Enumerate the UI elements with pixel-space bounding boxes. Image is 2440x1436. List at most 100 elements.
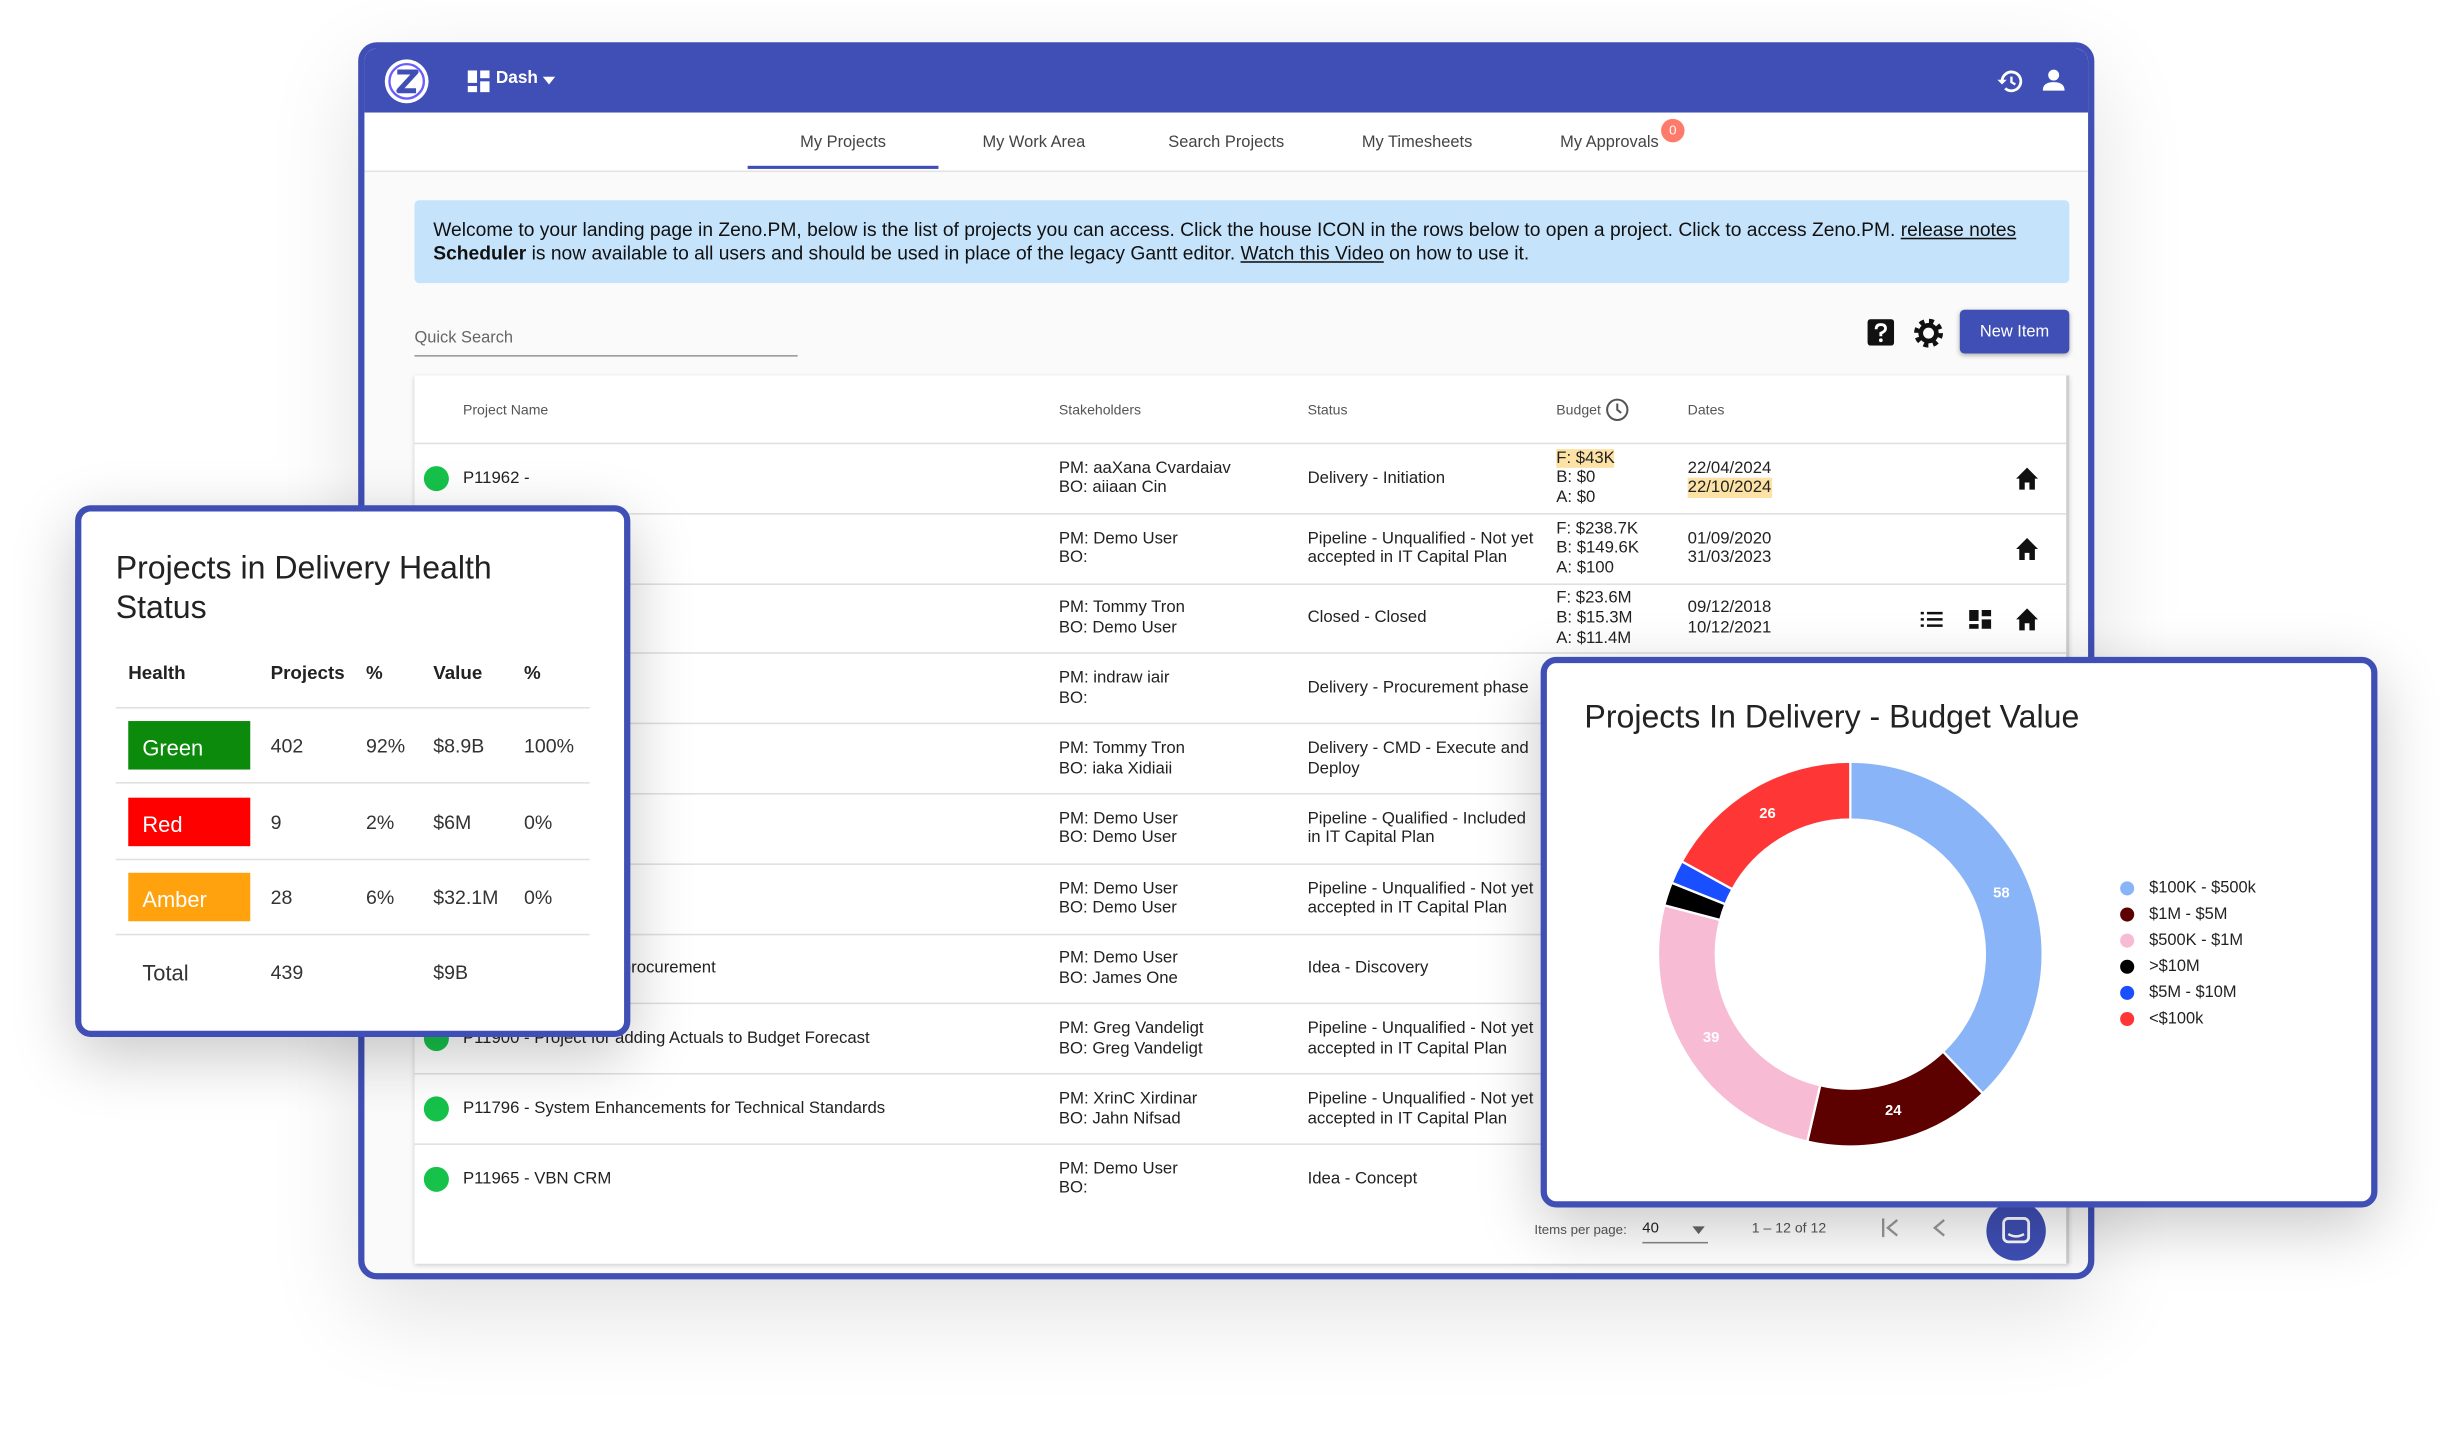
table-row: P11965 - VBN CRM PM: Demo User BO: Idea - C… — [414, 1145, 2066, 1194]
video-link[interactable]: Watch this Video — [1240, 242, 1384, 265]
cell: 6% — [365, 886, 395, 909]
cell: $32.1M — [433, 886, 499, 909]
cell-dat: 22/04/2024 22/10/2024 — [1687, 458, 1772, 499]
column-header: Value — [433, 661, 483, 684]
column-header: Dates — [1687, 401, 1725, 418]
cell-stk: PM: Greg Vandeligt BO: Greg Vandeligt — [1059, 1019, 1204, 1058]
legend-label: <$100k — [2149, 1009, 2204, 1027]
cell: $8.9B — [433, 735, 485, 758]
cell-stk: PM: Demo User BO: James One — [1059, 949, 1178, 988]
history-icon[interactable] — [1997, 69, 2023, 94]
health-card: Projects in Delivery Health Status Healt… — [75, 505, 631, 1037]
home-icon[interactable] — [2015, 536, 2040, 561]
banner-text: is now available to all users and should… — [531, 242, 1236, 265]
status: Closed - Closed — [1307, 608, 1427, 628]
banner-line: Scheduler is now available to all users … — [433, 242, 2050, 265]
quick-search[interactable]: Quick Search — [414, 328, 514, 348]
cell-line: F: $23.6M — [1556, 589, 1632, 608]
project-name: P11965 - VBN CRM — [462, 1169, 612, 1189]
tab[interactable]: My Timesheets — [1361, 132, 1473, 152]
slice-label: 26 — [1759, 806, 1776, 822]
status: Pipeline - Qualified - Included in IT Ca… — [1307, 809, 1526, 848]
new-item-button[interactable]: New Item — [1959, 309, 2070, 354]
dashboard-icon[interactable] — [1968, 606, 1993, 631]
cell: 92% — [365, 735, 406, 758]
column-header: Status — [1307, 401, 1348, 418]
tab[interactable]: My Projects — [800, 132, 886, 152]
cell-line: BO: aiiaan Cin — [1058, 478, 1167, 498]
row-separator — [115, 857, 590, 860]
cell-line: A: $100 — [1556, 558, 1614, 578]
cell-stk: PM: XrinC Xirdinar BO: Jahn Nifsad — [1059, 1089, 1197, 1128]
tab-underline — [747, 165, 939, 169]
column-header: Projects — [270, 661, 345, 684]
cell-stk: PM: Demo User BO: — [1059, 529, 1178, 568]
cell-line: A: $0 — [1556, 488, 1596, 508]
cell-line: PM: Demo User — [1058, 879, 1178, 898]
status: Delivery - Procurement phase — [1307, 678, 1529, 698]
cell: $6M — [433, 810, 472, 833]
column-header: % — [523, 661, 541, 684]
settings-icon[interactable] — [1913, 318, 1944, 349]
tab[interactable]: My Work Area — [982, 132, 1086, 152]
header-separator — [115, 706, 590, 709]
cell: 0% — [523, 810, 553, 833]
cell-line: PM: Demo User — [1058, 809, 1178, 828]
page-range: 1 – 12 of 12 — [1751, 1219, 1827, 1236]
select-underline — [1642, 1241, 1708, 1244]
home-icon[interactable] — [2015, 606, 2040, 631]
home-icon[interactable] — [2015, 466, 2040, 491]
donut-slice — [1680, 760, 1852, 891]
legend-label: $5M - $10M — [2149, 983, 2237, 1001]
legend-swatch — [2120, 985, 2135, 1000]
cell-line: PM: Tommy Tron — [1058, 739, 1185, 758]
table-body: P11962 - PM: aaXana Cvardaiav BO: aiiaan C… — [414, 442, 2067, 1194]
dash-menu[interactable]: Dash — [495, 68, 538, 88]
health-dot — [423, 466, 449, 492]
cell-line: BO: Demo User — [1058, 828, 1177, 848]
cell-dat: 09/12/2018 10/12/2021 — [1688, 599, 1772, 638]
health-badge: Red — [128, 796, 251, 846]
budget-donut-card: Projects In Delivery - Budget Value 58 24… — [1540, 656, 2378, 1208]
tab[interactable]: Search Projects — [1168, 132, 1285, 152]
cell-line: BO: — [1058, 548, 1088, 568]
cell: 2% — [365, 810, 395, 833]
legend-label: $1M - $5M — [2149, 905, 2227, 923]
cell-line: 01/09/2020 — [1687, 528, 1772, 548]
chat-button[interactable] — [1985, 1200, 2048, 1263]
cell-line: BO: — [1058, 1179, 1088, 1194]
status: Idea - Discovery — [1307, 959, 1429, 978]
help-icon[interactable] — [1867, 319, 1895, 346]
cell-line: PM: Greg Vandeligt — [1058, 1019, 1204, 1039]
budget-clock-icon[interactable] — [1605, 397, 1630, 422]
health-dot — [423, 1166, 449, 1192]
select-caret — [1692, 1226, 1705, 1235]
cell-line: 10/12/2021 — [1687, 618, 1772, 638]
table-row: P11796 - System Enhancements for Technic… — [414, 1075, 2067, 1145]
prev-page-icon[interactable] — [1932, 1218, 1948, 1237]
first-page-icon[interactable] — [1882, 1218, 1901, 1238]
project-name: P11962 - — [462, 468, 530, 488]
health-badge: Amber — [128, 872, 251, 922]
cell-line: BO: Jahn Nifsad — [1058, 1109, 1181, 1128]
tab-bar: My Projects My Work Area Search Projects My… — [364, 112, 2089, 173]
cell-line: A: $11.4M — [1556, 628, 1632, 648]
column-header: Health — [128, 661, 186, 684]
cell-line: 22/04/2024 — [1687, 458, 1772, 478]
release-notes-link[interactable]: release notes — [1900, 218, 2017, 241]
cell-line: B: $149.6K — [1556, 538, 1640, 558]
tab[interactable]: My Approvals — [1560, 132, 1659, 152]
items-per-page[interactable]: 40 — [1642, 1219, 1659, 1238]
status: Pipeline - Unqualified - Not yet accepte… — [1307, 1089, 1534, 1128]
logo[interactable] — [383, 58, 430, 105]
status: Idea - Concept — [1307, 1169, 1418, 1189]
cell-line: BO: — [1058, 688, 1088, 708]
user-icon[interactable] — [2042, 69, 2065, 91]
top-bar: Dash — [364, 48, 2089, 113]
cell: 28 — [270, 886, 293, 909]
list-icon[interactable] — [1919, 606, 1944, 631]
cell: 100% — [523, 735, 575, 758]
chart-title: Projects In Delivery - Budget Value — [1584, 699, 2080, 736]
dash-icon[interactable] — [467, 70, 490, 93]
